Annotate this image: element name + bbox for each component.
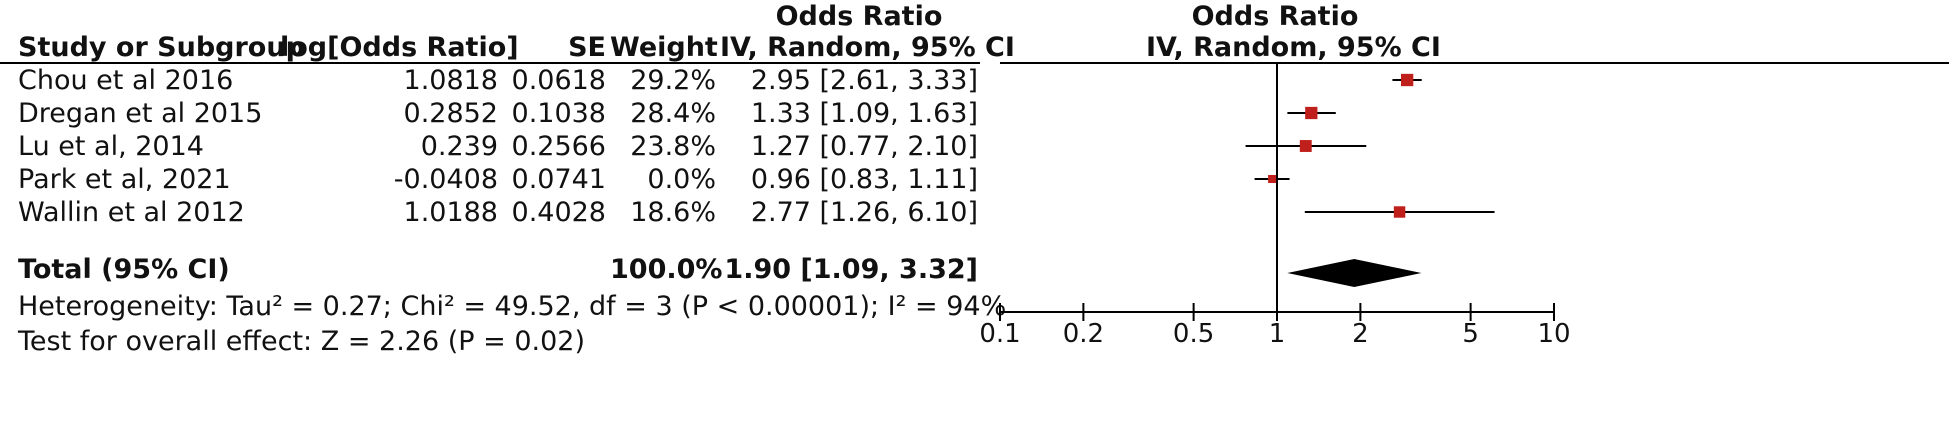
overall-effect-text: Test for overall effect: Z = 2.26 (P = 0… — [18, 326, 585, 357]
header-se: SE — [568, 32, 606, 63]
x-tick-label: 10 — [1537, 319, 1570, 349]
study-weight: 18.6% — [630, 197, 716, 228]
total-weight: 100.0% — [610, 254, 723, 285]
study-name: Chou et al 2016 — [18, 65, 234, 96]
study-logor: 1.0818 — [403, 65, 498, 96]
header-study: Study or Subgroup — [18, 32, 305, 63]
study-se: 0.0618 — [511, 65, 606, 96]
study-se: 0.0741 — [511, 164, 606, 195]
study-marker — [1400, 73, 1414, 87]
study-logor: 0.2852 — [403, 98, 498, 129]
study-weight: 23.8% — [630, 131, 716, 162]
x-tick-label: 1 — [1269, 319, 1286, 349]
study-ci: 2.77 [1.26, 6.10] — [750, 197, 978, 228]
x-tick-label: 5 — [1462, 319, 1479, 349]
study-weight: 28.4% — [630, 98, 716, 129]
study-logor: 0.239 — [420, 131, 498, 162]
study-ci: 2.95 [2.61, 3.33] — [750, 65, 978, 96]
header-group-odds-ratio-right: Odds Ratio — [1191, 1, 1359, 32]
x-tick-label: 0.5 — [1173, 319, 1214, 349]
header-weight: Weight — [610, 32, 718, 63]
total-diamond — [1287, 259, 1422, 287]
study-weight: 29.2% — [630, 65, 716, 96]
study-marker — [1305, 106, 1318, 120]
study-weight: 0.0% — [647, 164, 716, 195]
study-logor: 1.0188 — [403, 197, 498, 228]
header-ci-right: IV, Random, 95% CI — [1146, 32, 1441, 63]
x-tick-label: 2 — [1352, 319, 1369, 349]
study-ci: 1.33 [1.09, 1.63] — [750, 98, 978, 129]
study-marker — [1268, 175, 1277, 183]
x-tick-label: 0.1 — [979, 319, 1020, 349]
study-name: Lu et al, 2014 — [18, 131, 204, 162]
header-ci: IV, Random, 95% CI — [720, 32, 1015, 63]
total-label: Total (95% CI) — [18, 254, 230, 285]
study-marker — [1299, 140, 1312, 152]
study-name: Dregan et al 2015 — [18, 98, 263, 129]
study-ci: 0.96 [0.83, 1.11] — [750, 164, 978, 195]
study-marker — [1393, 206, 1406, 218]
x-tick-label: 0.2 — [1063, 319, 1104, 349]
study-ci: 1.27 [0.77, 2.10] — [750, 131, 978, 162]
header-group-odds-ratio-left: Odds Ratio — [775, 1, 943, 32]
study-logor: -0.0408 — [393, 164, 498, 195]
heterogeneity-text: Heterogeneity: Tau² = 0.27; Chi² = 49.52… — [18, 291, 1007, 322]
study-se: 0.1038 — [511, 98, 606, 129]
study-name: Park et al, 2021 — [18, 164, 231, 195]
header-logor: log[Odds Ratio] — [280, 32, 519, 63]
total-ci: 1.90 [1.09, 3.32] — [724, 254, 978, 285]
study-name: Wallin et al 2012 — [18, 197, 245, 228]
study-se: 0.2566 — [511, 131, 606, 162]
study-se: 0.4028 — [511, 197, 606, 228]
